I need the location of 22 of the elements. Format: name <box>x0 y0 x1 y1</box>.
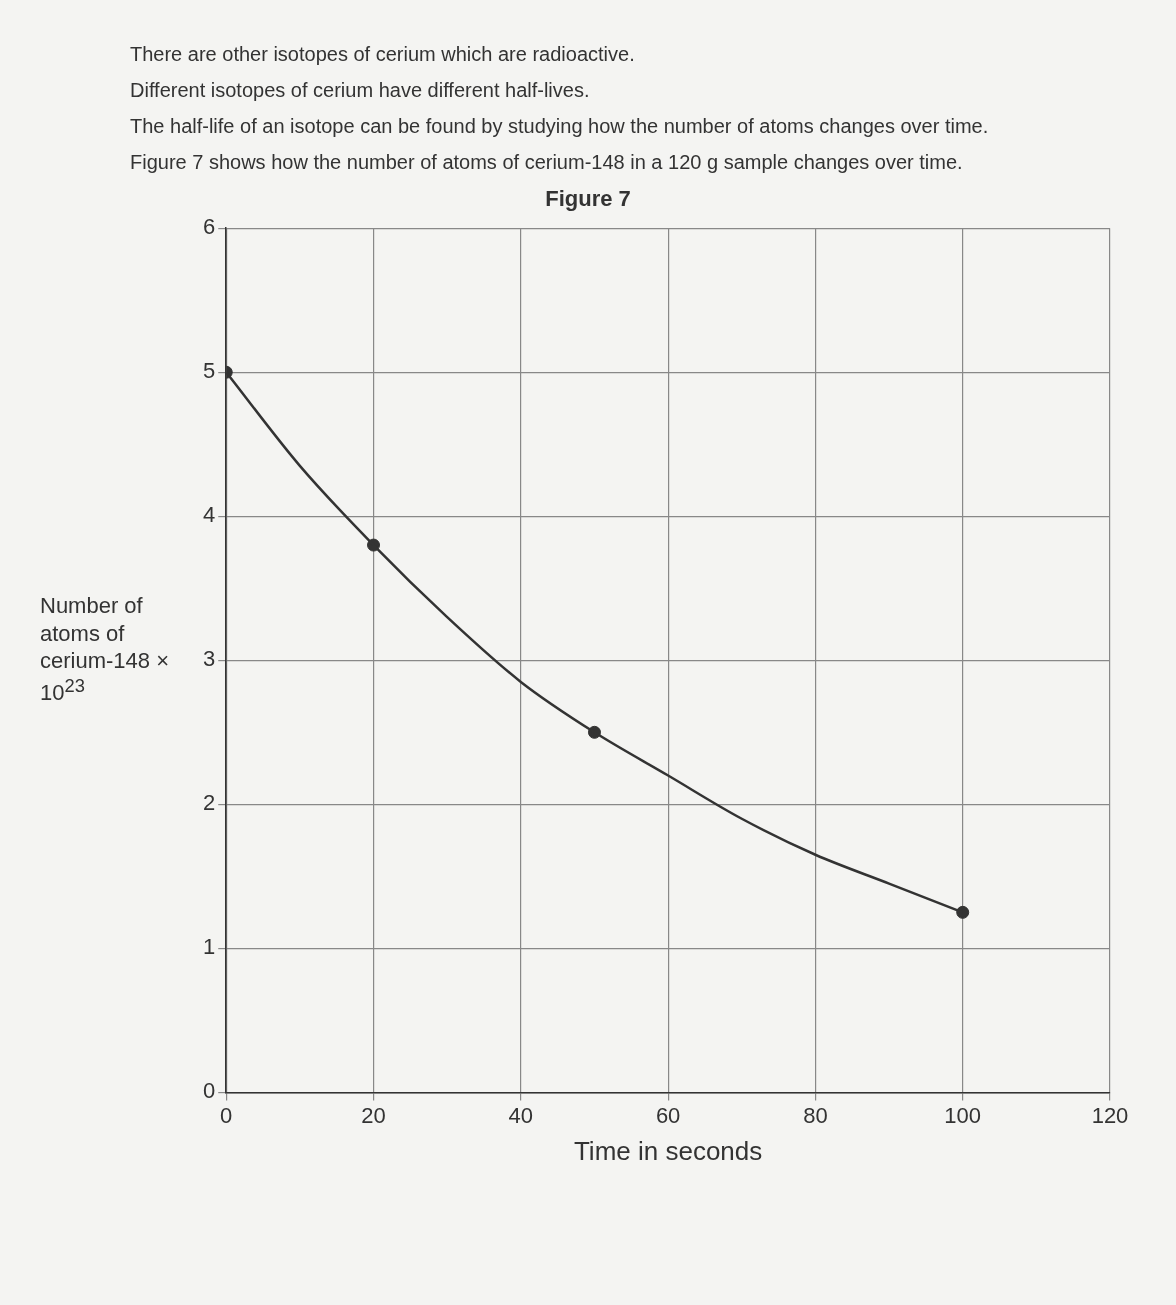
x-tick-label: 40 <box>508 1102 534 1128</box>
chart-title: Figure 7 <box>544 186 632 212</box>
x-tick-label: 120 <box>1091 1102 1129 1128</box>
y-axis-title: Number of atoms of cerium-148 × 10$^{23}$ <box>40 592 170 707</box>
x-axis-title: Time in seconds <box>573 1135 763 1166</box>
text: There are other isotopes of cerium which are radioactive. <box>130 42 636 67</box>
x-tick-label: 80 <box>803 1102 828 1128</box>
y-tick-label: 4 <box>202 502 216 528</box>
caption: Figure 7 shows how the number of atoms of cerium-148 in a 120 g sample changes over time. <box>130 150 964 175</box>
x-tick-label: 100 <box>944 1102 982 1128</box>
y-tick-label: 0 <box>202 1078 216 1104</box>
y-tick-label: 3 <box>202 646 216 672</box>
text: Different isotopes of cerium have different half-lives. <box>130 78 591 103</box>
point <box>956 905 970 919</box>
y-tick-label: 2 <box>202 790 216 816</box>
x-tick-label: 60 <box>655 1102 681 1128</box>
y-tick-label: 6 <box>202 214 216 240</box>
x-tick-label: 20 <box>361 1102 386 1128</box>
text: The half-life of an isotope can be found by studying how the number of atoms changes over time. <box>130 114 990 139</box>
y-tick-label: 1 <box>202 934 216 960</box>
x-tick-label: 0 <box>220 1102 233 1128</box>
y-tick-label: 5 <box>202 358 216 384</box>
